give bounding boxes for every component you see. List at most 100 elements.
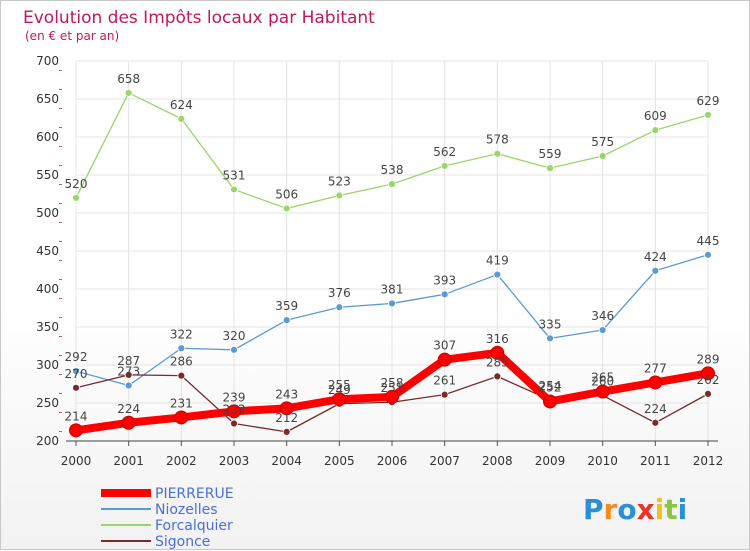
data-point <box>388 180 396 189</box>
data-point <box>124 370 133 379</box>
y-tick-label: 200 <box>36 434 59 448</box>
data-point <box>72 193 80 202</box>
x-tick-label: 2009 <box>535 454 566 468</box>
data-label: 359 <box>275 299 298 313</box>
x-tick-label: 2011 <box>640 454 671 468</box>
data-point <box>230 185 238 194</box>
data-point <box>440 390 449 399</box>
data-point <box>651 266 660 275</box>
data-label: 609 <box>644 109 667 123</box>
data-point <box>385 389 399 404</box>
data-point <box>279 401 294 416</box>
data-label: 270 <box>65 367 88 381</box>
data-point <box>177 371 186 380</box>
data-label: 254 <box>539 379 562 393</box>
data-label: 538 <box>381 163 404 177</box>
data-point <box>440 290 449 299</box>
data-point <box>490 345 505 360</box>
data-label: 255 <box>328 378 351 392</box>
logo-letter: i <box>678 493 688 526</box>
data-label: 320 <box>223 329 246 343</box>
data-point <box>598 326 607 334</box>
data-label: 285 <box>486 355 509 369</box>
data-point <box>440 161 449 170</box>
logo-letter: r <box>604 493 618 526</box>
data-label: 307 <box>433 339 456 353</box>
x-tick-label: 2010 <box>587 454 618 468</box>
data-point <box>177 114 186 123</box>
data-label: 531 <box>223 168 246 182</box>
y-tick-label: 300 <box>36 358 59 372</box>
data-label: 286 <box>170 355 193 369</box>
data-point <box>388 299 396 308</box>
data-point <box>282 316 291 325</box>
data-point <box>227 404 241 419</box>
logo-letter: t <box>664 493 677 526</box>
legend-label: Sigonce <box>155 534 210 550</box>
y-tick-label: 700 <box>36 54 59 68</box>
chart-subtitle: (en € et par an) <box>25 29 119 43</box>
data-label: 251 <box>381 381 404 395</box>
y-tick-label: 400 <box>36 282 59 296</box>
y-tick-label: 250 <box>36 396 59 410</box>
data-point <box>282 427 291 436</box>
y-tick-label: 650 <box>36 92 59 106</box>
data-point <box>72 367 80 375</box>
data-point <box>704 250 712 259</box>
data-label: 262 <box>697 373 720 387</box>
x-tick-label: 2012 <box>693 454 724 468</box>
data-point <box>493 149 502 158</box>
data-label: 265 <box>591 371 614 385</box>
data-label: 629 <box>697 94 720 108</box>
proxiti-logo-text: Proxiti <box>583 493 687 526</box>
data-point <box>230 419 238 428</box>
data-label: 292 <box>65 350 88 364</box>
data-label: 346 <box>591 309 614 323</box>
logo-letter: o <box>617 493 636 526</box>
logo-letter: P <box>583 493 604 526</box>
data-point <box>335 303 344 312</box>
data-label: 523 <box>328 175 351 189</box>
legend-label: Forcalquier <box>155 518 233 534</box>
data-label: 273 <box>117 365 140 379</box>
data-label: 376 <box>328 286 351 300</box>
proxiti-logo: Proxiti <box>583 493 687 526</box>
data-point <box>124 89 133 97</box>
x-tick-label: 2005 <box>324 454 355 468</box>
data-label: 445 <box>697 234 720 248</box>
data-label: 624 <box>170 98 193 112</box>
data-label: 520 <box>65 177 88 191</box>
data-point <box>332 392 347 407</box>
series <box>69 89 715 438</box>
data-label: 658 <box>117 72 140 86</box>
x-tick-label: 2006 <box>377 454 408 468</box>
data-label: 506 <box>275 187 298 201</box>
data-point <box>704 389 712 398</box>
data-point <box>493 270 502 279</box>
data-label: 424 <box>644 250 667 264</box>
legend-label: PIERRERUE <box>155 486 234 502</box>
x-tick-label: 2001 <box>113 454 144 468</box>
logo-letter: x <box>637 493 655 526</box>
data-label: 322 <box>170 327 193 341</box>
data-labels: 214 224 231 239 243 255 258 307 316 252 265 277 289 2… <box>65 72 720 425</box>
x-tick-label: 2008 <box>482 454 513 468</box>
data-label: 316 <box>486 332 509 346</box>
data-label: 243 <box>275 387 298 401</box>
data-point <box>437 352 452 367</box>
data-point <box>546 164 554 173</box>
y-tick-label: 450 <box>36 244 59 258</box>
data-label: 287 <box>117 354 140 368</box>
x-tick-label: 2007 <box>429 454 460 468</box>
axes: 200 250 300 350 400 450 500 550 600 650 700 2000 200… <box>36 54 723 468</box>
data-label: 224 <box>644 402 667 416</box>
data-label: 575 <box>591 135 614 149</box>
data-point <box>72 383 80 392</box>
data-point <box>174 410 189 425</box>
legend-label: Niozelles <box>155 502 218 518</box>
data-label: 223 <box>223 403 246 417</box>
data-point <box>335 191 344 200</box>
data-label: 261 <box>433 374 456 388</box>
